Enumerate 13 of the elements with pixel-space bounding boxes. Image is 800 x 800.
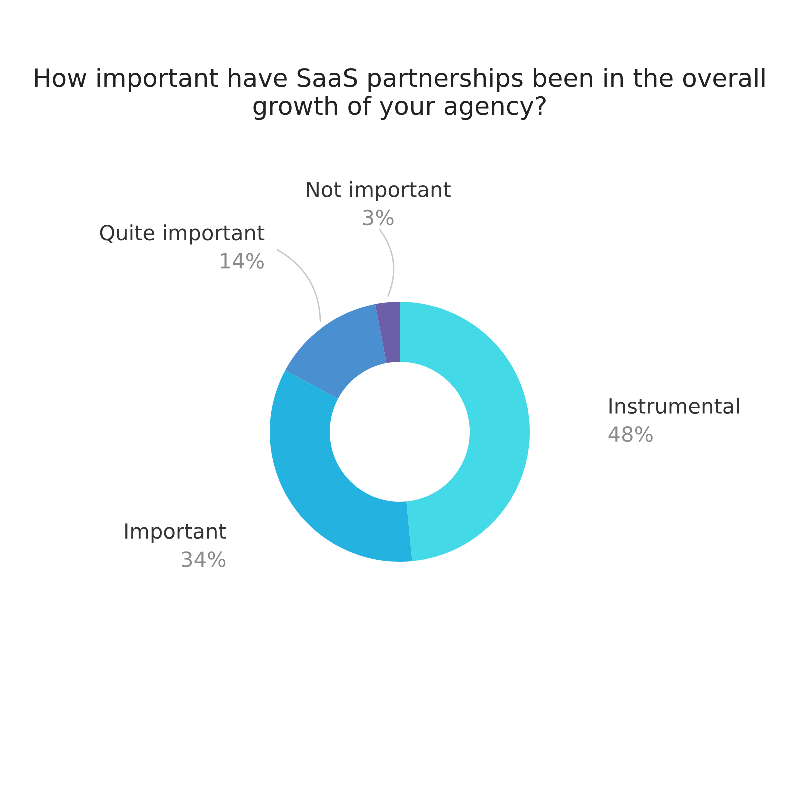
slice-label: Not important xyxy=(307,181,451,202)
chart-title: How important have SaaS partnerships been in the overall growth of your agency? xyxy=(35,68,765,120)
donut-slice xyxy=(375,302,400,364)
slice-label: Instrumental xyxy=(610,398,739,414)
data-label: 34% xyxy=(182,552,226,568)
data-label: 3% xyxy=(363,210,394,226)
slice-label: Quite important xyxy=(100,224,265,245)
donut-slice xyxy=(270,370,412,562)
data-label: 48% xyxy=(608,426,653,442)
slice-label: Important xyxy=(126,524,226,544)
donut-slice xyxy=(400,302,530,562)
data-label: 14% xyxy=(221,253,264,269)
donut-slice xyxy=(285,304,387,399)
